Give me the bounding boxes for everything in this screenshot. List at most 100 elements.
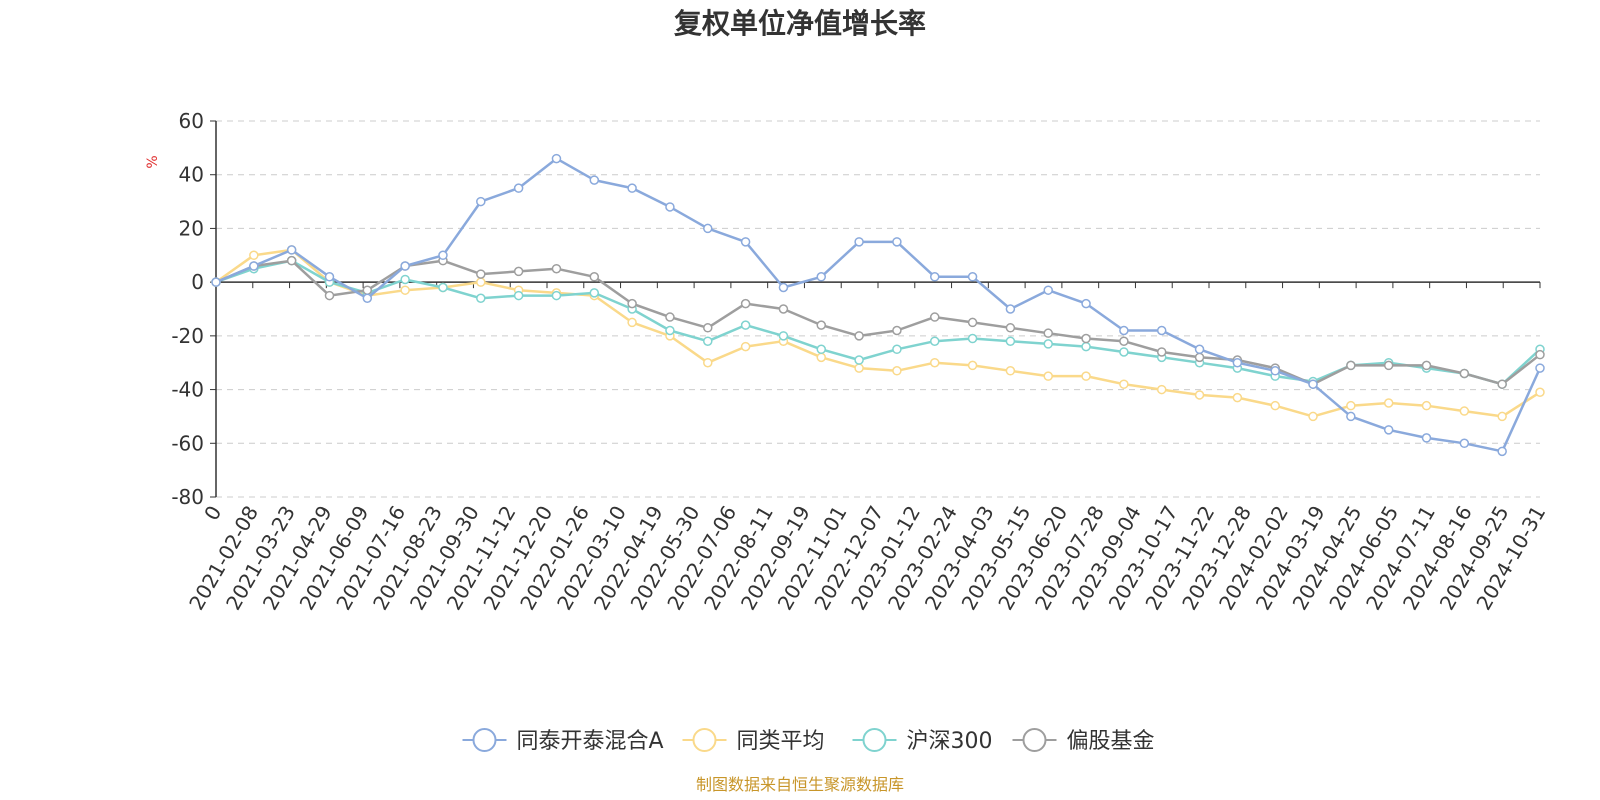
data-point (438, 250, 448, 261)
data-point (1156, 384, 1167, 395)
data-point (740, 320, 751, 330)
data-point (1346, 411, 1356, 422)
data-point (1232, 392, 1243, 403)
data-point (1497, 379, 1507, 389)
data-point (476, 196, 486, 207)
legend: 同泰开泰混合A 同类平均 沪深300 偏股基金 (462, 728, 1155, 754)
data-point (816, 272, 827, 282)
data-point (211, 277, 221, 287)
data-point (513, 290, 524, 301)
x-tick-label: 0 (199, 502, 226, 525)
data-point (892, 344, 902, 355)
data-point (627, 298, 637, 309)
data-point (1383, 360, 1394, 371)
data-point (703, 323, 713, 333)
series-line (215, 259, 1541, 386)
data-point (476, 293, 486, 304)
data-point (400, 274, 410, 285)
data-point (1156, 325, 1167, 336)
data-point (665, 325, 675, 336)
y-tick-label: -80 (171, 485, 204, 509)
series-layer (211, 153, 1545, 457)
series-0 (211, 153, 1545, 457)
data-point (1346, 360, 1356, 371)
data-point (589, 272, 600, 282)
data-point (400, 261, 410, 271)
data-point (362, 285, 373, 295)
data-point (1459, 438, 1470, 449)
y-tick-label: -60 (171, 431, 204, 455)
data-point (1005, 304, 1016, 314)
data-point (967, 317, 978, 328)
data-point (551, 290, 562, 301)
data-point (589, 288, 600, 298)
legend-marker (472, 728, 497, 752)
data-point (627, 317, 637, 328)
data-point (1119, 347, 1129, 357)
data-point (892, 366, 902, 376)
legend-item[interactable]: 偏股基金 (1012, 728, 1155, 754)
data-point (551, 153, 562, 164)
data-point (1119, 325, 1129, 336)
data-point (854, 237, 864, 247)
data-point (1043, 339, 1053, 349)
data-point (551, 263, 562, 274)
data-point (703, 357, 713, 368)
data-point (929, 272, 940, 282)
data-point (778, 331, 789, 341)
data-point (513, 266, 524, 277)
y-tick-label: 20 (179, 216, 204, 240)
data-point (740, 298, 751, 309)
series-line (215, 259, 1541, 386)
data-point (854, 363, 864, 373)
data-point (1194, 344, 1205, 355)
data-point (892, 237, 902, 247)
data-point (476, 269, 486, 279)
data-point (929, 357, 940, 368)
data-point (324, 272, 335, 282)
data-point (249, 250, 259, 261)
data-point (778, 304, 789, 314)
data-point (286, 245, 297, 255)
data-point (1156, 347, 1167, 357)
data-point (1497, 411, 1507, 422)
data-point (324, 290, 335, 301)
data-point (627, 183, 637, 193)
data-point (1421, 433, 1432, 443)
legend-marker (692, 728, 717, 752)
legend-item[interactable]: 沪深300 (852, 728, 993, 754)
data-point (589, 175, 600, 185)
y-tick-label: -40 (171, 378, 204, 402)
data-point (740, 237, 751, 247)
data-point (1459, 406, 1470, 416)
data-point (967, 333, 978, 344)
legend-marker (1022, 728, 1047, 752)
data-point (1081, 298, 1091, 309)
data-point (1308, 411, 1318, 422)
data-point (438, 282, 448, 293)
data-point (1119, 379, 1129, 389)
data-point (1308, 379, 1318, 389)
legend-item[interactable]: 同泰开泰混合A (462, 728, 664, 754)
data-point (1043, 285, 1053, 295)
legend-marker (862, 728, 887, 752)
data-point (816, 344, 827, 355)
data-point (1005, 336, 1016, 346)
data-point (1005, 323, 1016, 333)
y-tick-label: -20 (171, 324, 204, 348)
data-point (740, 341, 751, 352)
data-point (967, 360, 978, 371)
data-point (1081, 341, 1091, 352)
data-point (665, 312, 675, 322)
data-point (249, 261, 259, 271)
legend-item[interactable]: 同类平均 (682, 728, 825, 754)
data-point (854, 355, 864, 365)
data-point (816, 320, 827, 330)
data-point (1081, 371, 1091, 381)
data-point (1535, 349, 1545, 360)
data-point (665, 202, 675, 212)
data-point (703, 336, 713, 346)
data-point (1421, 360, 1432, 371)
y-tick-label: 40 (179, 163, 204, 187)
